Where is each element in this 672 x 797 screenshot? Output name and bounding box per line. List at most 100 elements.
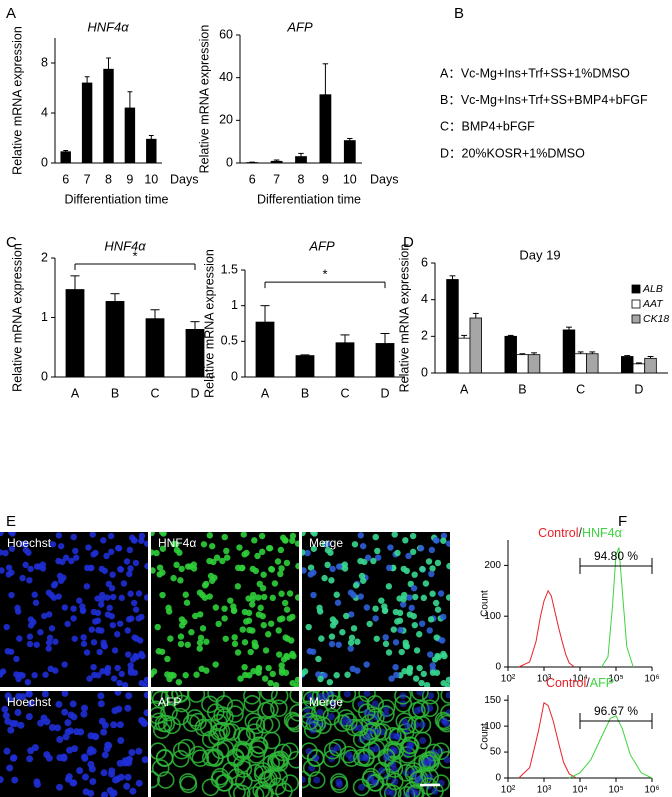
cell: [409, 548, 417, 556]
cell: [255, 669, 262, 676]
cell: [289, 679, 296, 687]
cell: [201, 582, 209, 589]
cell: [8, 545, 16, 552]
cell: [0, 549, 4, 556]
cell: [269, 594, 276, 602]
cytoplasm: [165, 691, 183, 706]
cell: [302, 532, 306, 537]
cell: [328, 640, 336, 648]
cell: [221, 615, 228, 622]
cell: [115, 545, 123, 552]
cell: [127, 590, 134, 597]
cell: [2, 549, 9, 557]
cell: [118, 670, 125, 678]
y-tick-label: 20: [219, 113, 233, 127]
cell: [278, 590, 285, 597]
cell: [135, 590, 143, 597]
nucleus: [7, 726, 15, 734]
nucleus: [384, 788, 392, 796]
nucleus: [45, 754, 53, 762]
cell: [199, 591, 206, 599]
nucleus: [143, 691, 148, 699]
cytoplasm: [252, 781, 270, 797]
cytoplasm: [361, 770, 380, 789]
cell: [332, 618, 339, 626]
cell: [173, 561, 180, 569]
cell: [88, 626, 95, 633]
nucleus: [81, 773, 89, 781]
cell: [260, 571, 267, 578]
nucleus: [363, 691, 371, 697]
cell: [400, 601, 407, 608]
cell: [425, 558, 433, 565]
micrograph: AFP: [151, 691, 299, 797]
cytoplasm: [235, 772, 253, 791]
cell: [203, 638, 210, 645]
y-tick-label: 0.5: [221, 334, 238, 348]
cell: [72, 554, 80, 561]
nucleus: [419, 736, 427, 744]
x-unit: Days: [170, 172, 198, 186]
nucleus: [81, 704, 89, 712]
nucleus: [141, 756, 148, 764]
nucleus: [54, 724, 62, 732]
histogram-line: [518, 589, 575, 668]
cell: [411, 621, 418, 629]
nucleus: [56, 754, 64, 762]
x-unit: Days: [370, 172, 398, 186]
x-tick-label: 10²: [501, 785, 516, 796]
y-axis-label: Relative mRNA expression: [10, 243, 24, 392]
legend-label: AAT: [642, 298, 664, 310]
cell: [393, 671, 400, 679]
nucleus: [61, 691, 69, 697]
x-tick-label: 10⁶: [644, 674, 659, 685]
cell: [363, 661, 370, 668]
x-axis-label: Differentiation time: [65, 192, 169, 206]
cell: [266, 545, 274, 552]
bar: [319, 94, 332, 164]
cytoplasm: [363, 722, 382, 740]
cell: [249, 601, 256, 608]
nucleus: [371, 700, 379, 708]
y-axis-label: Count: [480, 723, 491, 750]
nucleus: [343, 691, 351, 698]
nucleus: [378, 767, 386, 775]
cell: [410, 584, 418, 592]
title-part: AFP: [590, 676, 614, 690]
x-tick-label: D: [190, 386, 199, 400]
cytoplasm: [269, 751, 288, 769]
cytoplasm: [421, 691, 440, 705]
y-tick-label: 0: [495, 773, 501, 784]
micrograph: Merge: [302, 691, 450, 797]
nucleus: [302, 776, 306, 784]
nucleus: [312, 754, 320, 762]
cell: [335, 563, 343, 570]
nucleus: [108, 770, 116, 778]
chart-title: HNF4α: [87, 19, 129, 34]
cell: [37, 629, 44, 636]
cell: [24, 678, 32, 686]
nucleus: [125, 692, 133, 700]
nucleus: [3, 747, 11, 755]
cytoplasm: [202, 748, 220, 767]
cell: [91, 671, 98, 679]
nucleus: [61, 708, 69, 716]
cell: [245, 617, 253, 624]
cell: [357, 532, 364, 539]
cell: [429, 669, 437, 676]
cell: [219, 557, 226, 565]
cell: [221, 533, 228, 541]
legend-swatch: [631, 299, 641, 309]
cell: [348, 611, 355, 618]
cell: [89, 532, 96, 538]
cell: [234, 649, 242, 656]
nucleus: [356, 724, 364, 732]
nucleus: [321, 693, 329, 701]
cytoplasm: [267, 754, 285, 772]
image-label: Hoechst: [7, 536, 52, 550]
y-tick-label: 1: [41, 310, 48, 324]
cell: [184, 641, 191, 648]
y-tick-label: 0: [495, 662, 501, 673]
cell: [212, 604, 220, 611]
cytoplasm: [323, 741, 342, 760]
